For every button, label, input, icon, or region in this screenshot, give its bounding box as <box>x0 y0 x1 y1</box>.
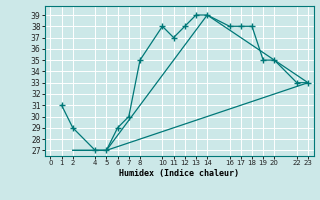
X-axis label: Humidex (Indice chaleur): Humidex (Indice chaleur) <box>119 169 239 178</box>
